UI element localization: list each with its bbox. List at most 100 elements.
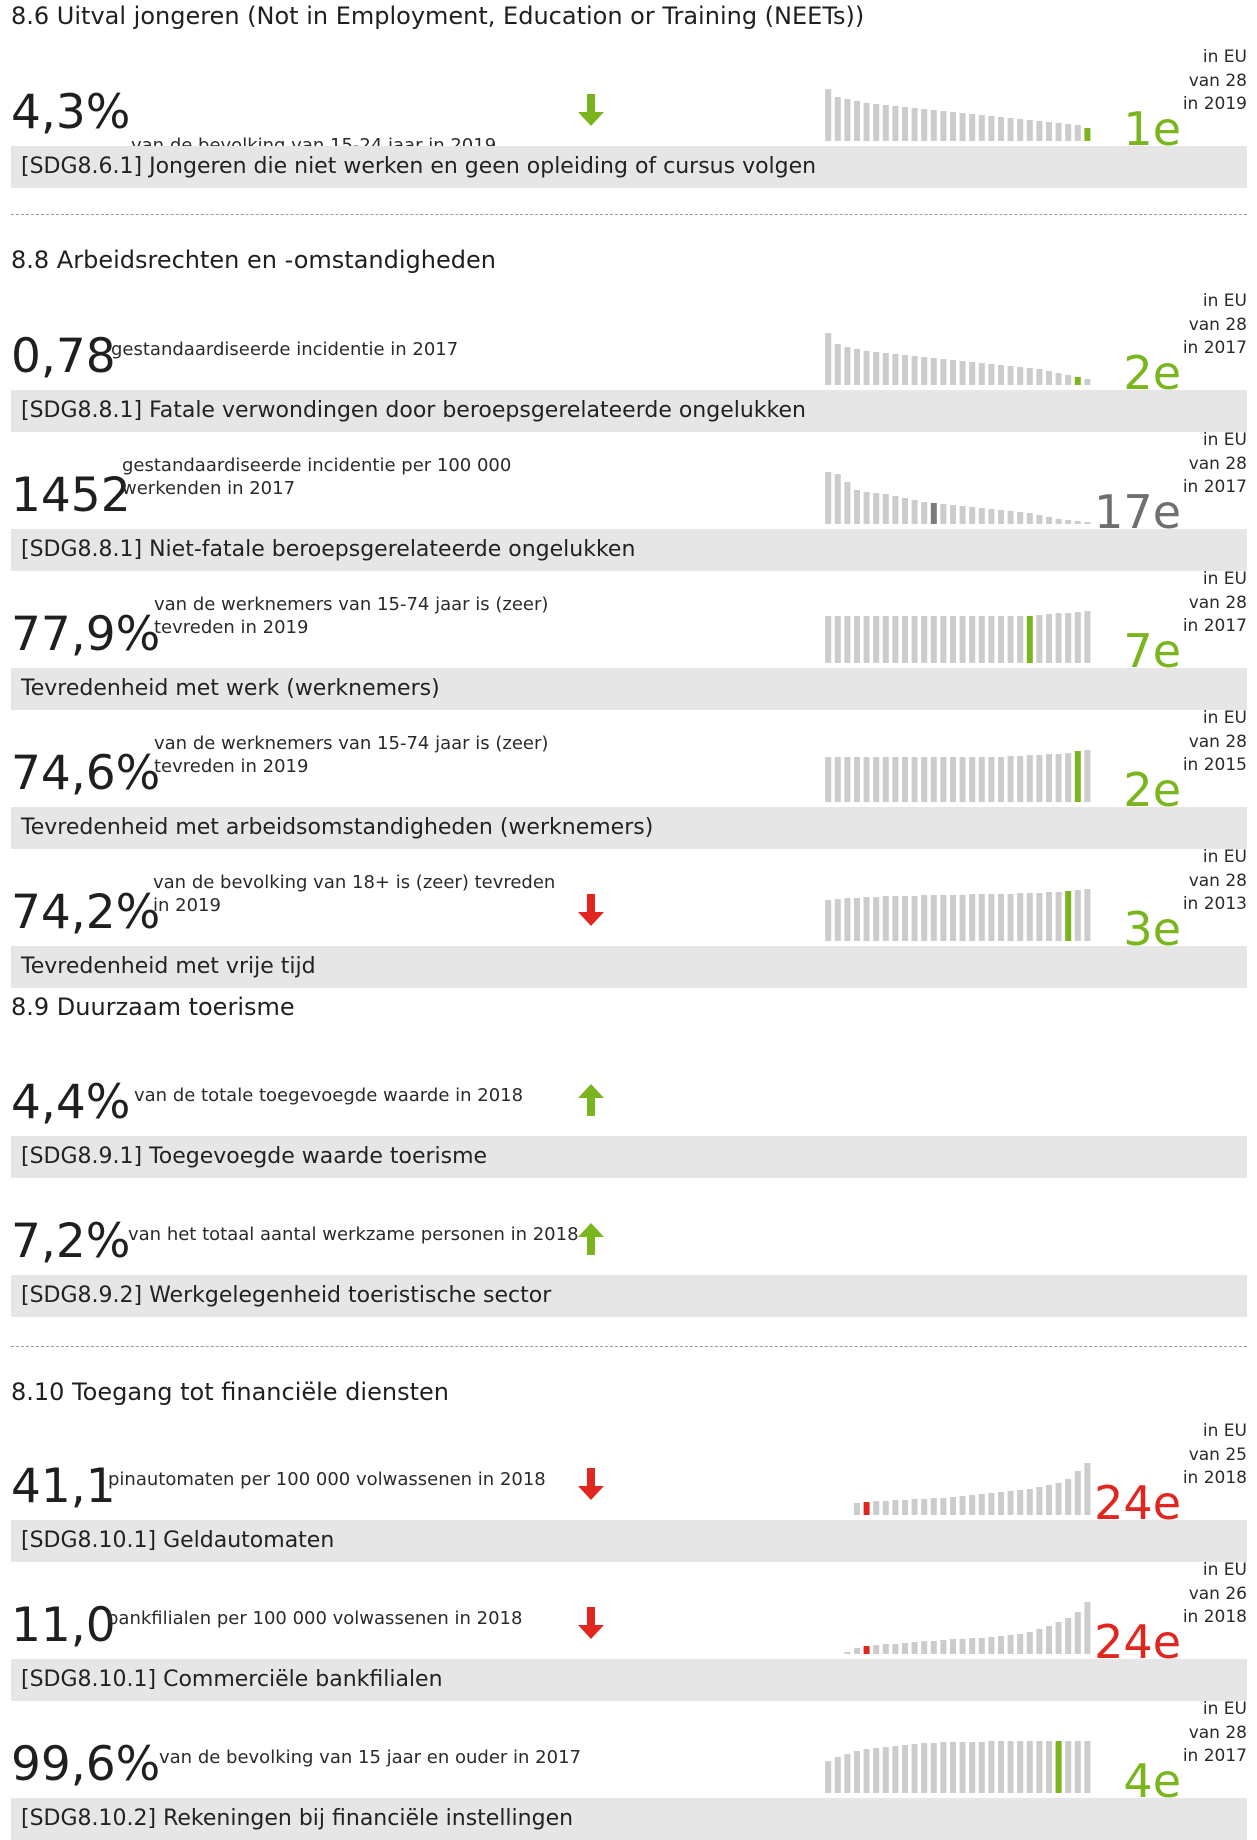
indicator-job-satisfaction: 77,9% van de werknemers van 15-74 jaar i… [11,568,1247,710]
sparkline-bar [1036,893,1043,941]
sparkline-bar [1036,515,1043,524]
sparkline-bar [854,490,860,524]
sparkline-bar [921,1743,928,1793]
sparkline-bar [1007,118,1014,141]
sparkline-bar [998,365,1004,385]
sparkline-bar [882,105,889,141]
sparkline-bar [882,896,889,941]
section-divider [11,1346,1247,1347]
sparkline-bar [969,1495,976,1515]
indicator-label-bar: Tevredenheid met vrije tijd [11,946,1247,988]
sparkline-bar [911,108,918,141]
trend-up-icon [578,1223,604,1255]
sparkline-bar [844,1754,851,1793]
section-divider [11,214,1247,215]
sparkline-bar [911,896,918,941]
section-title-8-6: 8.6 Uitval jongeren (Not in Employment, … [11,2,865,30]
trend-down-icon [578,1607,604,1639]
eu-rank: 24e [1094,1615,1181,1669]
sparkline-bar [978,1742,985,1793]
indicator-value: 1452 [11,468,131,523]
eu-rank-context: in EU van 25 in 2018 [1182,1421,1247,1488]
indicator-label-bar: [SDG8.6.1] Jongeren die niet werken en g… [11,146,1247,188]
sparkline-bar [854,757,860,802]
sparkline-bar [834,1757,841,1793]
indicator-value: 11,0 [11,1598,116,1653]
indicator-description: gestandaardiseerde incidentie in 2017 [111,339,459,360]
sparkline-bar-netherlands [930,503,937,524]
sparkline-bar [998,1636,1004,1654]
sparkline-bar [825,89,832,141]
sparkline-bar [902,355,908,385]
sparkline-bar [854,101,860,141]
sparkline-bar [1046,892,1052,941]
sparkline-bar [854,1648,860,1654]
sparkline-bar [921,502,928,524]
sparkline-bar [1046,754,1052,802]
sparkline-bar-netherlands [1065,891,1072,941]
sparkline-bar [978,757,985,802]
sparkline-bar [1074,1612,1081,1654]
sparkline-bar [882,1501,889,1515]
sparkline-bar [844,347,851,385]
sparkline-bar [863,103,870,141]
sparkline-bar [940,1742,947,1793]
eu-rank-context: in EU van 26 in 2018 [1182,1560,1247,1627]
sparkline-bar [998,117,1004,141]
sparkline-bar [1065,375,1072,385]
sparkline-bar [959,616,966,663]
sparkline-bar [988,1637,995,1654]
indicator-description: van de werknemers van 15-74 jaar is (zee… [154,594,549,638]
sparkline-bar [825,1761,832,1793]
sparkline-bar [978,894,985,941]
sparkline-bar [969,114,976,141]
sparkline-bar [902,107,908,141]
sparkline-bar [978,1494,985,1515]
sparkline-bar [1084,750,1091,802]
eu-ranking-sparkline [825,889,1091,941]
sparkline-bar [1036,1487,1043,1515]
sparkline-bar [854,349,860,385]
sparkline-bar [959,1496,966,1515]
sparkline-bar [1084,1463,1091,1515]
sparkline-bar [1036,369,1043,385]
eu-rank-context: in EU van 28 in 2017 [1182,569,1247,636]
sparkline-bar [844,898,851,941]
sparkline-bar [988,1741,995,1793]
indicator-tourism-value-added: 4,4% van de totale toegevoegde waarde in… [11,1036,1247,1178]
sparkline-bar [1036,1629,1043,1654]
sparkline-bar [1074,125,1081,141]
sparkline-bar [892,616,899,663]
eu-ranking-sparkline [825,333,1091,385]
indicator-value: 41,1 [11,1459,116,1514]
sparkline-bar [1026,1489,1033,1515]
trend-down-icon [578,894,604,926]
sparkline-bar [921,109,928,141]
sparkline-bar [969,1742,976,1793]
indicator-nonfatal-injuries: 1452 gestandaardiseerde incidentie per 1… [11,429,1247,571]
sparkline-bar [1007,366,1014,385]
sparkline-bar [911,1499,918,1515]
sparkline-bar [1017,512,1024,524]
section-title-8-10: 8.10 Toegang tot financiële diensten [11,1378,449,1406]
sparkline-bar [1017,1741,1024,1793]
sparkline-bar [930,1743,937,1793]
sparkline-bar [921,616,928,663]
sparkline-bar [930,757,937,802]
sparkline-bar [1055,613,1062,663]
sparkline-bar-netherlands [1026,616,1033,663]
sparkline-bar [863,351,870,385]
sparkline-bar [1017,616,1024,663]
indicator-financial-accounts: 99,6% van de bevolking van 15 jaar en ou… [11,1698,1247,1840]
sparkline-bar [998,894,1004,941]
sparkline-bar [950,505,956,524]
sparkline-bar [940,895,947,941]
eu-rank-context: in EU van 28 in 2017 [1182,291,1247,358]
sparkline-bar [892,496,899,524]
sparkline-bar [873,616,880,663]
sparkline-bar [1007,616,1014,663]
indicator-label-bar: Tevredenheid met arbeidsomstandigheden (… [11,807,1247,849]
eu-rank-context: in EU van 28 in 2013 [1182,847,1247,914]
indicator-label-bar: [SDG8.10.1] Geldautomaten [11,1520,1247,1562]
sparkline-bar [892,1746,899,1793]
